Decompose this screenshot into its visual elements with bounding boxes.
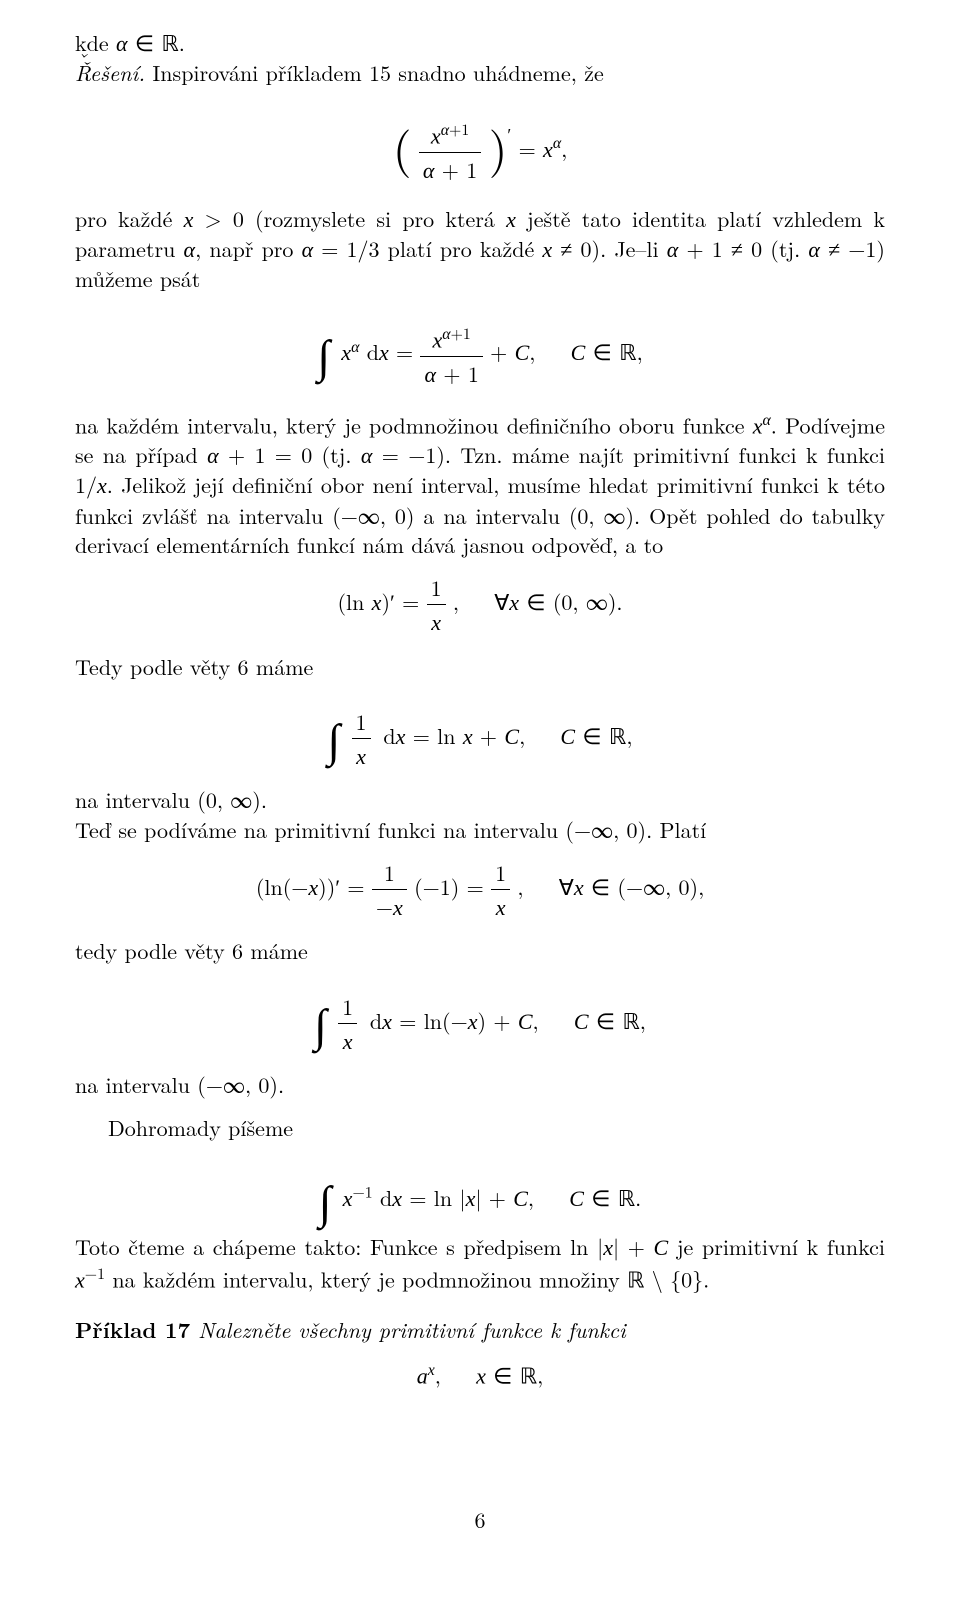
reseni-rest: Inspirováni příkladem 15 snadno uhádneme… [145, 57, 604, 88]
priklad-label: Příklad 17 [75, 1314, 190, 1345]
reseni-para: Řešení. Inspirováni příkladem 15 snadno … [75, 58, 885, 87]
p8: na intervalu (−∞, 0). [75, 1070, 885, 1099]
eq2: ∫ xα dx = xα+1 α + 1 + C,C ∈ ℝ, [75, 311, 885, 389]
line-kde-alpha: kde α ∈ ℝ. [75, 28, 885, 58]
eq3: (ln x)′ = 1x ,∀x ∈ (0, ∞). [75, 573, 885, 638]
eq4: ∫ 1x dx = ln x + C,C ∈ ℝ, [75, 695, 885, 772]
page-content: kde α ∈ ℝ. Řešení. Inspirováni příkladem… [75, 28, 885, 1391]
p3: na každém intervalu, který je podmnožino… [75, 408, 885, 560]
p5: na intervalu (0, ∞). [75, 785, 885, 814]
p10: Toto čteme a chápeme takto: Funkce s pře… [75, 1232, 885, 1295]
priklad-17: Příklad 17 Nalezněte všechny primitivní … [75, 1315, 885, 1344]
p7: tedy podle věty 6 máme [75, 936, 885, 965]
eq5: (ln(−x))′ = 1−x (−1) = 1x ,∀x ∈ (−∞, 0), [75, 858, 885, 923]
eq1: ( xα+1 α + 1 )′ = xα, [75, 106, 885, 186]
eq7: ∫ x−1 dx = ln |x| + C,C ∈ ℝ. [75, 1157, 885, 1218]
eq6: ∫ 1x dx = ln(−x) + C,C ∈ ℝ, [75, 980, 885, 1057]
p4: Tedy podle věty 6 máme [75, 652, 885, 681]
p9: Dohromady píšeme [75, 1113, 885, 1142]
priklad-rest: Nalezněte všechny primitivní funkce k fu… [190, 1314, 626, 1345]
p6: Teď se podíváme na primitivní funkci na … [75, 815, 885, 844]
page-number: 6 [0, 1504, 960, 1535]
p2: pro každé x > 0 (rozmyslete si pro která… [75, 204, 885, 294]
reseni-label: Řešení. [75, 58, 145, 87]
eq8: ax,x ∈ ℝ, [75, 1358, 885, 1391]
